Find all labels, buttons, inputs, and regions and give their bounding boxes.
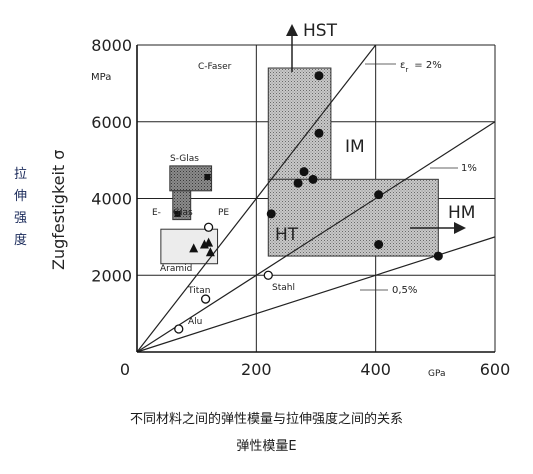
point-aramid <box>204 237 214 247</box>
eglas-prefix-label: E- <box>152 208 161 218</box>
titan-label: Titan <box>187 286 210 296</box>
strain-line <box>136 121 496 353</box>
point-eglas <box>174 210 181 217</box>
point-metal <box>203 222 214 232</box>
region-c-faser <box>267 67 332 180</box>
point-cfaser <box>308 174 318 184</box>
point-aramid <box>189 243 199 253</box>
point-metal <box>263 270 273 280</box>
im-label: IM <box>345 137 365 157</box>
caption-title: 不同材料之间的弹性模量与拉伸强度之间的关系 <box>129 412 403 427</box>
x-tick-label: 0 <box>120 360 130 379</box>
y-tick-label: 6000 <box>91 113 132 132</box>
point-cfaser <box>374 240 384 250</box>
cfaser-label: C-Faser <box>198 62 232 72</box>
alu-label: Alu <box>188 317 202 327</box>
strain-line <box>136 44 377 353</box>
point-aramid <box>205 247 215 257</box>
eglas-label: Glas <box>173 208 193 218</box>
point-cfaser <box>374 190 384 200</box>
y-tick-label: 2000 <box>91 266 132 285</box>
point-cfaser <box>314 71 324 81</box>
chart: 0 200 400 600 2000 4000 6000 8000 HST IM HM HT … <box>49 21 510 379</box>
x-axis-unit: GPa <box>428 369 446 379</box>
hm-label: HM <box>448 203 475 223</box>
sglas-label: S-Glas <box>170 154 199 164</box>
regions-layer <box>160 67 439 265</box>
y-tick-label: 8000 <box>91 36 132 55</box>
y-axis-unit: MPa <box>91 72 111 83</box>
x-tick-label: 600 <box>480 360 511 379</box>
y-axis-title: Zugfestigkeit σ <box>49 150 68 270</box>
point-metal <box>174 324 184 334</box>
point-sglas <box>204 174 211 181</box>
aramid-label: Aramid <box>160 264 192 274</box>
tick-labels-layer: 0 200 400 600 2000 4000 6000 8000 <box>91 36 510 379</box>
points-layer <box>174 71 443 334</box>
ht-label: HT <box>275 225 299 245</box>
point-cfaser <box>314 128 324 138</box>
eps-line-label: εr = 2% <box>400 60 442 74</box>
x-tick-label: 400 <box>360 360 391 379</box>
point-cfaser <box>433 251 443 261</box>
axes-layer <box>136 45 495 353</box>
y-tick-label: 4000 <box>91 190 132 209</box>
stahl-label: Stahl <box>272 283 295 293</box>
strain-05-label: 0,5% <box>392 285 417 296</box>
point-metal <box>200 294 211 304</box>
annotations: HST IM HM HT C-Faser S-Glas E- Glas PE A… <box>152 21 477 327</box>
side-label: 拉伸强度 <box>14 167 28 248</box>
point-cfaser <box>266 209 276 219</box>
region-hm-band <box>267 178 439 257</box>
point-cfaser <box>299 167 309 177</box>
hst-label: HST <box>303 21 338 41</box>
pe-label: PE <box>218 208 229 218</box>
x-tick-label: 200 <box>241 360 272 379</box>
strain-1-label: 1% <box>461 163 477 174</box>
caption-subtitle: 弹性模量E <box>236 439 297 454</box>
point-cfaser <box>293 178 303 188</box>
